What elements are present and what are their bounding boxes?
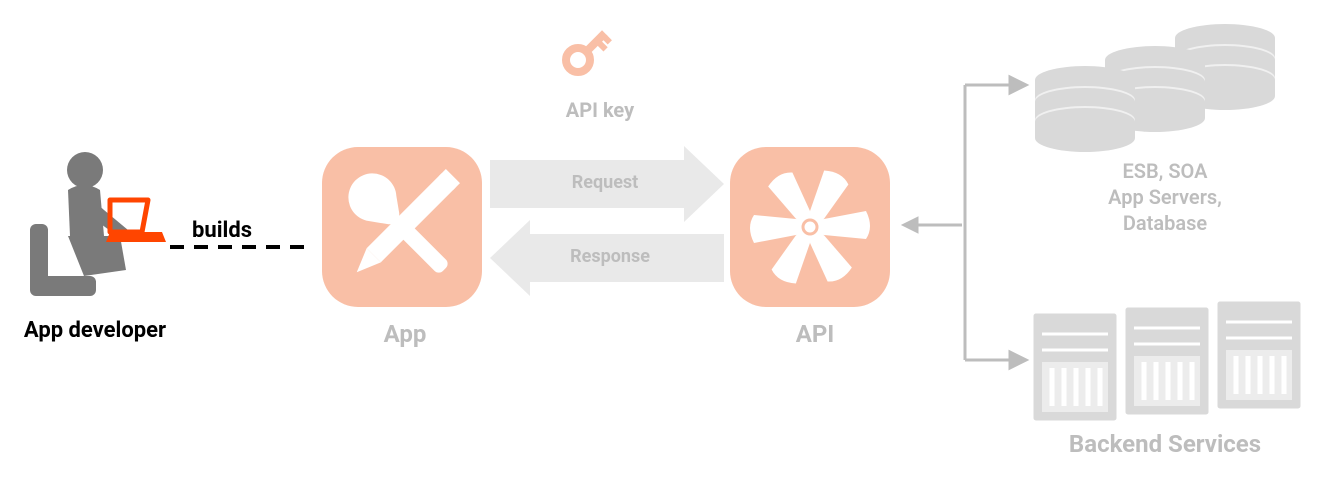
- api-label: API: [770, 320, 860, 348]
- server-icon: [1032, 300, 1302, 422]
- laptop-icon: [106, 200, 166, 242]
- backend-services-label: Backend Services: [1030, 430, 1300, 458]
- backend-db-label: ESB, SOA App Servers, Database: [1055, 158, 1275, 236]
- builds-label: builds: [188, 218, 256, 243]
- api-tile: [730, 147, 890, 307]
- api-key-label: API key: [540, 98, 660, 122]
- key-icon: [561, 25, 613, 77]
- database-icon: [1035, 24, 1275, 152]
- app-label: App: [355, 320, 455, 348]
- developer-icon: [30, 152, 166, 296]
- app-tile: [322, 147, 482, 307]
- backend-branches: [965, 77, 1026, 368]
- response-label: Response: [540, 246, 680, 267]
- request-label: Request: [540, 172, 670, 193]
- api-incoming-arrow: [902, 217, 962, 233]
- developer-label: App developer: [10, 318, 180, 343]
